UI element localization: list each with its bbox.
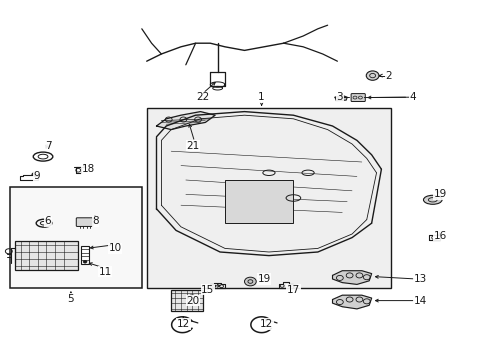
Circle shape [244,277,256,286]
Circle shape [83,260,87,263]
Bar [10,187,142,288]
Text: 9: 9 [33,171,40,181]
Bar [224,180,293,223]
FancyBboxPatch shape [76,218,93,226]
Text: 3: 3 [336,92,343,102]
Bar [146,108,390,288]
Polygon shape [334,95,346,101]
Text: 15: 15 [201,285,214,295]
Polygon shape [332,295,371,309]
Text: 1: 1 [258,92,264,102]
Text: 12: 12 [176,319,190,329]
Text: 14: 14 [413,296,427,306]
Text: 4: 4 [409,92,416,102]
Text: 8: 8 [92,216,99,226]
Text: 20: 20 [186,296,199,306]
Text: 13: 13 [413,274,427,284]
Polygon shape [156,112,215,130]
FancyBboxPatch shape [350,94,365,102]
Text: 6: 6 [44,216,51,226]
Text: 17: 17 [286,285,300,295]
Bar [15,241,78,270]
Ellipse shape [423,195,441,204]
Text: 10: 10 [108,243,121,253]
Bar [171,290,203,311]
Circle shape [366,71,378,80]
Polygon shape [332,271,371,284]
Text: 19: 19 [257,274,270,284]
Text: 7: 7 [44,141,51,151]
Text: 22: 22 [196,92,209,102]
Text: 16: 16 [432,231,446,241]
Text: 21: 21 [186,141,200,151]
Bar [81,246,89,264]
Text: 5: 5 [67,294,74,304]
Text: 11: 11 [98,267,112,277]
Text: 2: 2 [385,71,391,81]
Text: 12: 12 [259,319,273,329]
Text: 19: 19 [432,189,446,199]
Text: 18: 18 [81,164,95,174]
